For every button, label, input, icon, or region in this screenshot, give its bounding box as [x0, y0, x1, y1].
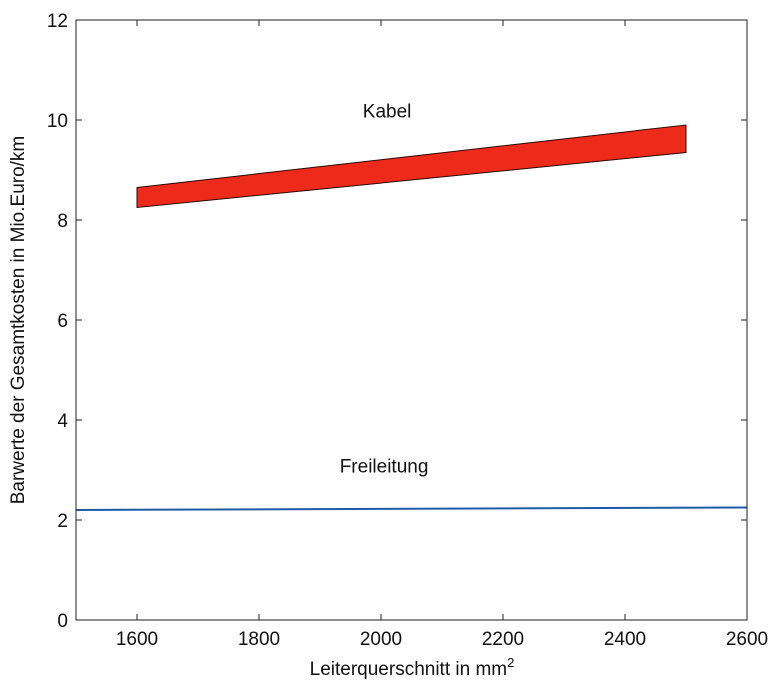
series-freileitung-line [75, 506, 748, 511]
x-tick-label: 1600 [116, 629, 158, 650]
y-axis-label: Barwerte der Gesamtkosten in Mio.Euro/km [8, 136, 29, 505]
y-tick-label: 0 [57, 611, 68, 632]
x-tick-label: 2200 [482, 629, 524, 650]
x-tick-label: 2000 [360, 629, 402, 650]
y-tick-label: 4 [57, 411, 68, 432]
annotation-freileitung: Freileitung [340, 457, 429, 478]
y-tick-label: 12 [47, 11, 68, 32]
y-tick-label: 6 [57, 311, 68, 332]
annotation-layer: Kabel Freileitung [340, 102, 429, 478]
y-tick-label: 8 [57, 211, 68, 232]
x-tick-label: 2600 [726, 629, 768, 650]
tick-layer: 1600 1800 2000 2200 2400 2600 0 2 4 6 8 10 12 [47, 11, 768, 650]
annotation-kabel: Kabel [363, 102, 412, 123]
x-tick-label: 1800 [238, 629, 280, 650]
series-layer [75, 124, 748, 511]
x-axis-label-superscript: 2 [507, 655, 514, 670]
x-tick-label: 2400 [604, 629, 646, 650]
y-tick-label: 2 [57, 511, 68, 532]
series-kabel-band [136, 124, 687, 209]
y-tick-label: 10 [47, 111, 68, 132]
plot-area [76, 20, 747, 620]
x-axis-label: Leiterquerschnitt in mm2 [310, 655, 515, 680]
